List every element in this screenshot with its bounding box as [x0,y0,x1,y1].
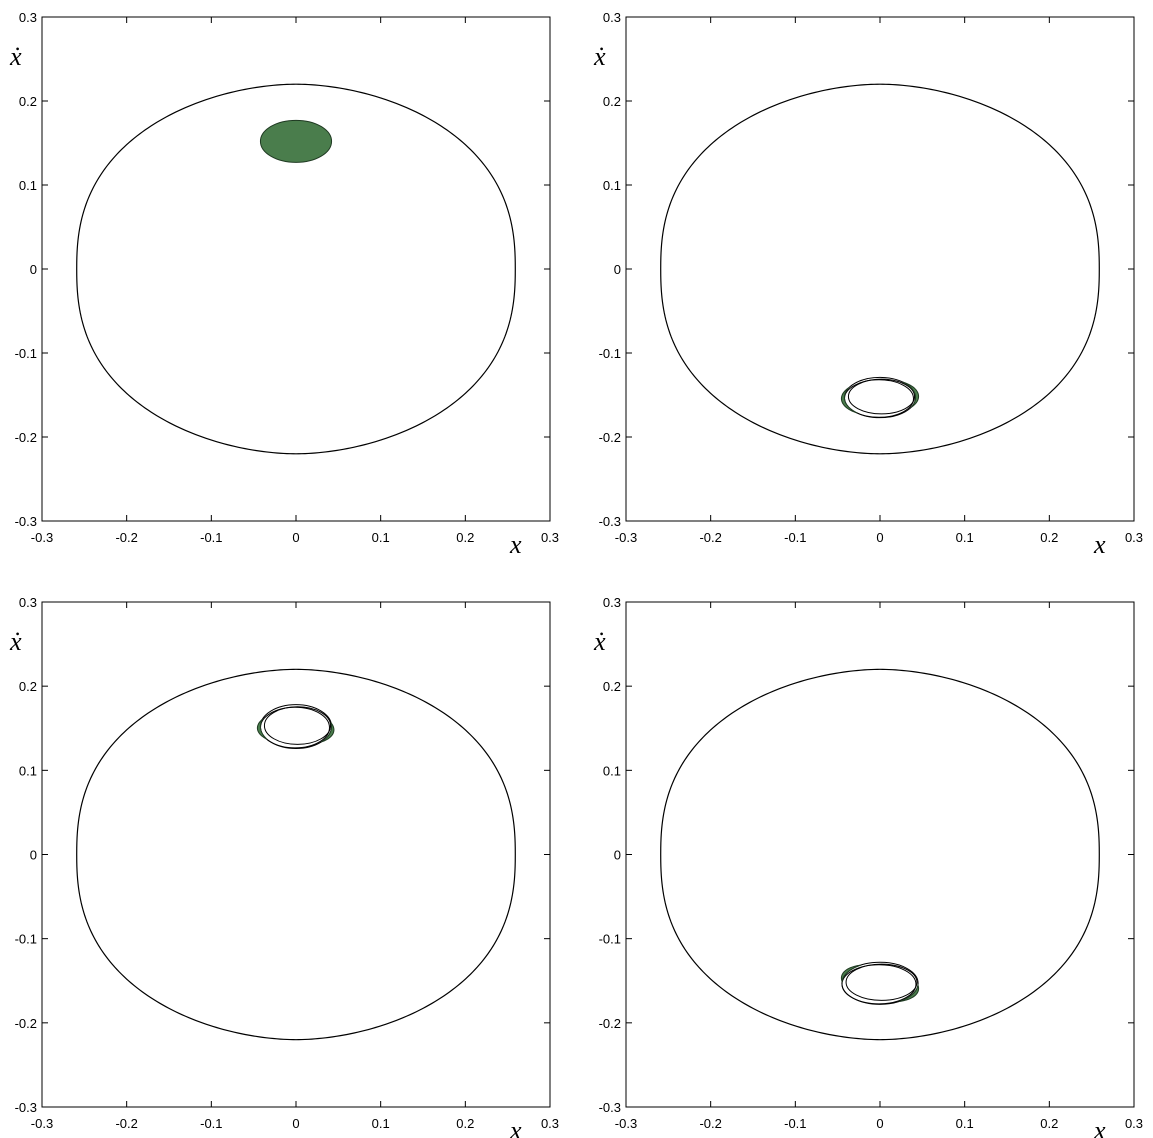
filament-arm [840,964,862,984]
y-tick-label: -0.2 [599,1016,621,1031]
plot-frame [625,16,1135,522]
phase-plot-bottom-right: -0.3 -0.2 -0.1 0 0.1 0.2 0.3 -0.3 -0.2 -0.1 0 0.1 0.… [593,595,1143,1138]
separatrix-curve [76,83,516,455]
y-tick-label: 0.1 [19,763,37,778]
x-tick-label: 0.3 [1125,1116,1143,1131]
separatrix-curve [660,83,1100,455]
y-tick-label: 0.3 [603,595,621,610]
x-axis-label: x [1093,1116,1106,1138]
x-axis-label: x [509,530,522,559]
y-tick-label: 0.3 [19,595,37,610]
x-tick-label: 0.2 [1040,1116,1058,1131]
plot-frame [625,601,1135,1108]
initial-region-blob [259,119,333,163]
y-tick-label: 0 [614,848,621,863]
x-tick-label: -0.1 [200,1116,222,1131]
y-tick-label: -0.3 [599,1100,621,1115]
y-axis-label: ẋ [9,42,22,71]
separatrix-curve [660,668,1100,1041]
y-tick-label: -0.2 [15,1016,37,1031]
filament-ring-middle [841,964,917,1005]
y-tick-label: -0.3 [15,514,37,529]
filament-ring-inner [263,706,332,745]
x-tick-label: -0.1 [784,1116,806,1131]
x-tick-label: -0.1 [200,530,222,545]
x-tick-label: -0.2 [699,530,721,545]
y-axis-label: ẋ [593,627,606,656]
x-axis-label: x [509,1116,522,1138]
y-tick-label: -0.1 [599,932,621,947]
x-tick-label: -0.2 [115,530,137,545]
y-tick-label: 0.1 [19,178,37,193]
y-tick-label: 0.2 [19,679,37,694]
filament-ring-middle [260,706,330,749]
filament-arm [902,381,920,409]
y-axis-label: ẋ [593,42,606,71]
x-tick-label: 0 [876,530,883,545]
plot-frame [41,601,551,1108]
x-tick-label: 0.1 [372,530,390,545]
x-tick-label: 0 [292,1116,299,1131]
x-tick-label: -0.3 [31,530,53,545]
y-tick-label: 0.2 [603,94,621,109]
x-tick-label: 0.3 [1125,530,1143,545]
x-axis-label: x [1093,530,1106,559]
y-axis-label: ẋ [9,627,22,656]
y-tick-label: -0.3 [15,1100,37,1115]
x-tick-label: 0 [292,530,299,545]
y-tick-label: -0.1 [15,346,37,361]
phase-plot-bottom-left: -0.3 -0.2 -0.1 0 0.1 0.2 0.3 -0.3 -0.2 -0.1 0 0.1 0.… [9,595,559,1138]
x-tick-label: -0.3 [615,1116,637,1131]
y-tick-label: 0 [614,262,621,277]
separatrix-curve [76,668,516,1041]
x-tick-label: -0.2 [699,1116,721,1131]
filament-ring-inner [847,378,916,415]
x-tick-label: 0.3 [541,1116,559,1131]
y-tick-label: 0.2 [603,679,621,694]
phase-plot-top-right: -0.3 -0.2 -0.1 0 0.1 0.2 0.3 -0.3 -0.2 -0.1 0 0.1 0.… [593,10,1143,559]
x-tick-label: 0 [876,1116,883,1131]
plot-frame [41,16,551,522]
filament-arm [840,387,858,414]
x-tick-label: 0.2 [1040,530,1058,545]
x-tick-label: -0.3 [31,1116,53,1131]
y-tick-label: 0 [30,848,37,863]
y-tick-label: -0.2 [599,430,621,445]
y-tick-label: -0.2 [15,430,37,445]
y-tick-label: 0.1 [603,178,621,193]
phase-plot-top-left: -0.3 -0.2 -0.1 0 0.1 0.2 0.3 -0.3 -0.2 -0.1 0 0.1 0.… [9,10,559,559]
y-tick-label: -0.3 [599,514,621,529]
x-tick-label: -0.2 [115,1116,137,1131]
y-tick-label: 0 [30,262,37,277]
y-tick-label: 0.2 [19,94,37,109]
x-tick-label: 0.2 [456,530,474,545]
x-tick-label: 0.1 [956,1116,974,1131]
x-tick-label: 0.3 [541,530,559,545]
y-tick-label: 0.1 [603,763,621,778]
y-tick-label: 0.3 [19,10,37,25]
filament-arm [898,983,920,1002]
y-tick-label: -0.1 [15,932,37,947]
x-tick-label: 0.1 [372,1116,390,1131]
filament-arm [320,722,335,743]
y-tick-label: -0.1 [599,346,621,361]
filament-arm [256,718,268,740]
y-tick-label: 0.3 [603,10,621,25]
x-tick-label: 0.1 [956,530,974,545]
x-tick-label: -0.1 [784,530,806,545]
x-tick-label: 0.2 [456,1116,474,1131]
filament-ring-inner [845,963,918,1001]
x-tick-label: -0.3 [615,530,637,545]
